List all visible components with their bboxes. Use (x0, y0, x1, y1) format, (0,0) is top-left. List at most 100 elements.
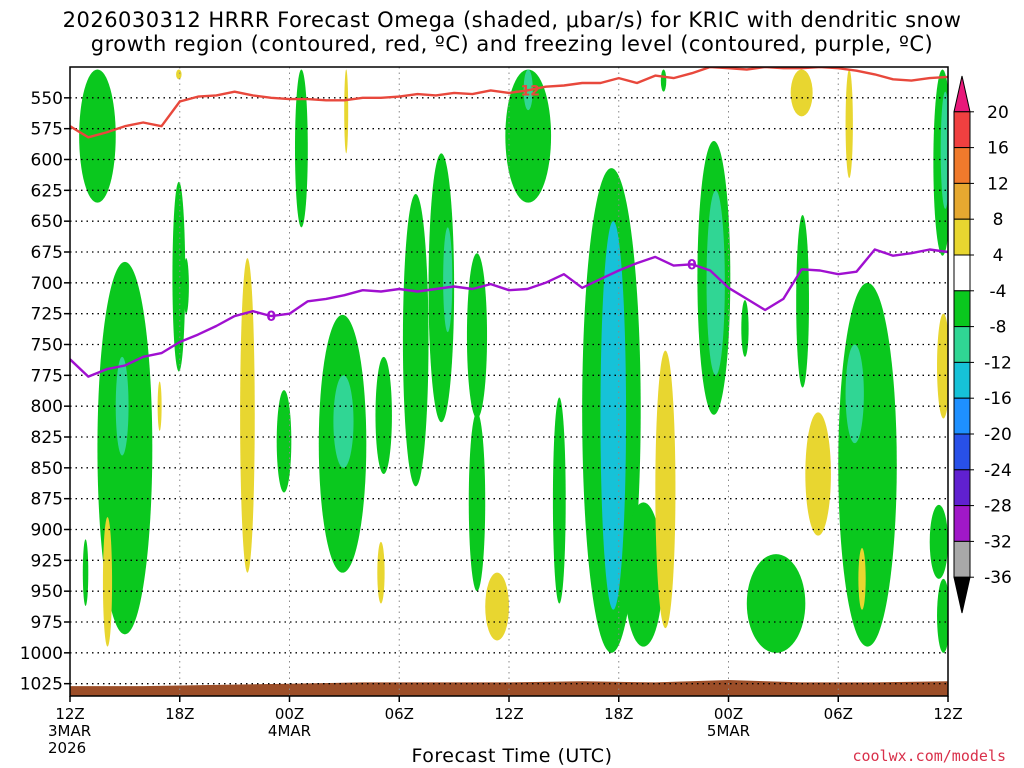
colorbar-segment (953, 182, 971, 220)
omega-region (102, 517, 113, 647)
colorbar-segment (953, 469, 971, 507)
colorbar-label: 16 (987, 139, 1009, 159)
omega-region (468, 412, 486, 592)
y-tick-label: 650 (31, 212, 63, 232)
x-tick-label: 18Z (165, 705, 194, 723)
omega-region (377, 541, 385, 604)
y-tick-label: 550 (31, 89, 63, 109)
omega-region (115, 356, 129, 456)
colorbar-label: -12 (984, 353, 1012, 373)
omega-region (796, 215, 809, 388)
colorbar-segment (953, 361, 971, 399)
omega-region (660, 443, 670, 585)
y-tick-label: 950 (31, 582, 63, 602)
y-tick-label: 875 (31, 490, 63, 510)
omega-region (845, 69, 853, 178)
y-tick-label: 725 (31, 305, 63, 325)
omega-region (294, 69, 308, 228)
x-tick-label: 18Z (604, 705, 633, 723)
omega-region (605, 307, 619, 530)
x-tick-label: 12Z (494, 705, 523, 723)
colorbar-label: -4 (990, 282, 1007, 302)
colorbar-label: -24 (984, 461, 1012, 481)
omega-region (940, 338, 948, 400)
omega-region (485, 572, 509, 641)
omega-region (344, 69, 349, 154)
omega-region (937, 578, 948, 653)
y-tick-label: 1000 (20, 644, 63, 664)
colorbar-label: -20 (984, 425, 1012, 445)
x-axis-title: Forecast Time (UTC) (411, 745, 613, 767)
colorbar-label: 4 (993, 246, 1004, 266)
x-tick-label: 00Z (275, 705, 304, 723)
x-tick-label: 06Z (385, 705, 414, 723)
freezing-level-label: 0 (687, 257, 697, 273)
omega-region (929, 504, 948, 579)
omega-region (276, 390, 292, 493)
chart-title-line2: growth region (contoured, red, ºC) and f… (90, 32, 934, 56)
y-tick-label: 975 (31, 613, 63, 633)
freezing-level-contour (70, 248, 948, 378)
omega-region (466, 253, 488, 419)
omega-region (176, 69, 182, 80)
colorbar-label: 8 (993, 210, 1004, 230)
x-tick-label: 12Z (55, 705, 84, 723)
colorbar-bottom-triangle (953, 576, 971, 614)
colorbar-top-triangle (953, 75, 971, 113)
colorbar-segment (953, 397, 971, 435)
y-tick-label: 675 (31, 243, 63, 263)
y-tick-label: 925 (31, 551, 63, 571)
omega-region (402, 194, 429, 487)
colorbar-label: -36 (984, 568, 1012, 588)
colorbar-label: 12 (987, 174, 1009, 194)
omega-region (790, 69, 813, 117)
omega-region (552, 397, 566, 604)
omega-region (858, 548, 866, 610)
colorbar-segment (953, 433, 971, 471)
y-tick-label: 750 (31, 336, 63, 356)
colorbar-label: -28 (984, 497, 1012, 517)
x-tick-label: 06Z (824, 705, 853, 723)
colorbar-segment (953, 147, 971, 184)
omega-region (375, 356, 392, 474)
omega-region (505, 69, 552, 203)
colorbar-label: -8 (990, 318, 1007, 338)
colorbar-segment (953, 254, 971, 292)
x-date-label: 3MAR (48, 722, 91, 740)
colorbar-segment (953, 111, 971, 149)
omega-region (157, 381, 162, 431)
chart-title-line1: 2026030312 HRRR Forecast Omega (shaded, … (62, 8, 962, 32)
dgz-contour-label: -12 (515, 83, 540, 99)
dgz-minus12-contour (70, 67, 948, 139)
omega-region (865, 430, 884, 548)
colorbar-segment (953, 540, 971, 578)
omega-region (706, 190, 725, 376)
colorbar-segment (953, 218, 971, 256)
omega-region (172, 181, 186, 372)
y-tick-label: 1025 (20, 675, 63, 695)
omega-region (82, 539, 89, 606)
omega-region (845, 344, 864, 444)
x-date-label: 2026 (48, 739, 86, 757)
omega-region (746, 554, 806, 653)
x-tick-label: 00Z (714, 705, 743, 723)
site-credit[interactable]: coolwx.com/models (852, 747, 1006, 765)
omega-region (333, 375, 354, 468)
y-tick-label: 900 (31, 521, 63, 541)
omega-region (240, 258, 255, 573)
omega-region (660, 69, 667, 92)
colorbar-label: 20 (987, 103, 1009, 123)
freezing-level-label: 0 (266, 309, 276, 325)
omega-region (624, 502, 663, 647)
omega-region (183, 258, 189, 314)
y-tick-label: 600 (31, 151, 63, 171)
x-tick-label: 12Z (933, 705, 962, 723)
y-tick-label: 775 (31, 366, 63, 386)
colorbar-segment (953, 290, 971, 328)
colorbar-segment (953, 505, 971, 542)
omega-region (741, 300, 749, 357)
y-tick-label: 700 (31, 274, 63, 294)
y-tick-label: 575 (31, 120, 63, 140)
omega-region (940, 91, 948, 209)
